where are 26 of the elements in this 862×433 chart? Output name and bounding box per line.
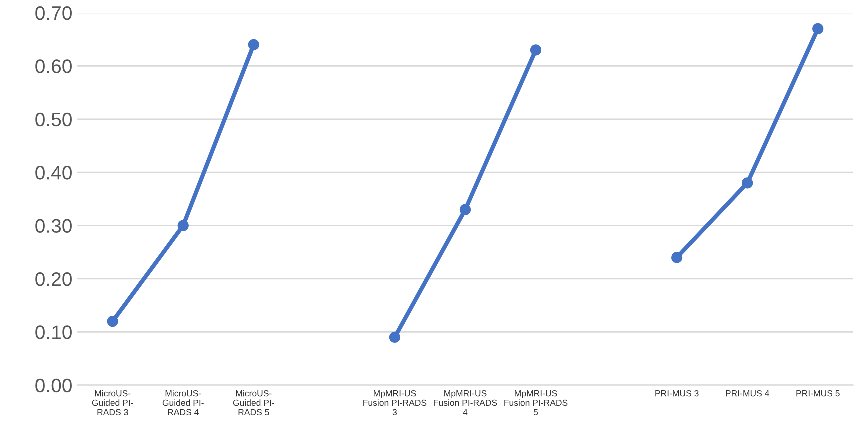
y-tick-label: 0.00 (36, 378, 72, 393)
x-tick-label: MpMRI-US Fusion PI-RADS 5 (504, 390, 568, 416)
point (107, 316, 118, 328)
y-tick-label: 0.40 (36, 166, 72, 180)
point (530, 44, 542, 56)
point (460, 204, 472, 216)
point (178, 220, 189, 232)
x-tick-label: MicroUS- Guided PI- RADS 4 (162, 390, 204, 416)
x-tick-label: MicroUS- Guided PI- RADS 3 (92, 390, 134, 416)
y-tick-label: 0.20 (36, 272, 72, 286)
y-tick-label: 0.30 (36, 219, 72, 234)
point (672, 252, 683, 264)
x-tick-label: PRI-MUS 4 (726, 390, 770, 397)
y-tick-label: 0.70 (36, 6, 72, 20)
point (248, 39, 260, 50)
point (742, 178, 754, 189)
point (389, 332, 401, 344)
x-tick-label: MpMRI-US Fusion PI-RADS 3 (364, 390, 427, 416)
y-tick-label: 0.50 (36, 112, 72, 127)
x-tick-label: MicroUS- Guided PI- RADS 5 (233, 390, 274, 416)
y-tick-label: 0.10 (36, 326, 72, 340)
y-tick-label: 0.60 (36, 60, 72, 74)
x-tick-label: PRI-MUS 3 (656, 390, 699, 397)
x-tick-label: PRI-MUS 5 (796, 390, 840, 397)
point (812, 23, 824, 35)
x-tick-label: MpMRI-US Fusion PI-RADS 4 (434, 390, 498, 416)
